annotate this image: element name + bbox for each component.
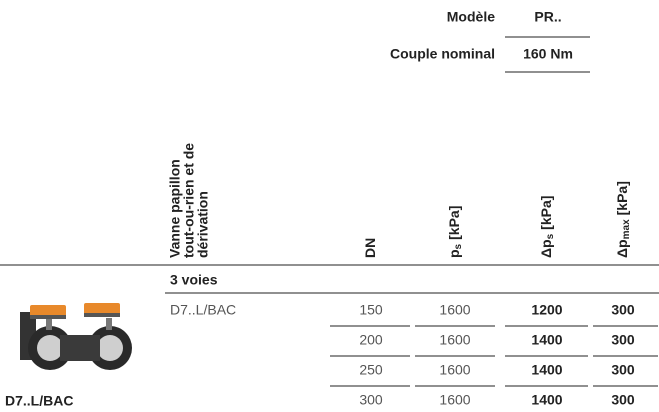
- header-main: DN: [362, 238, 378, 258]
- cell: 300: [359, 392, 383, 408]
- header-value: PR..: [534, 9, 561, 25]
- cell: 1600: [439, 362, 470, 378]
- header-value: 160 Nm: [523, 46, 573, 62]
- column-header: dérivation: [195, 191, 211, 258]
- header-label: Couple nominal: [390, 46, 495, 62]
- header-sub: max: [621, 219, 632, 239]
- cell: 300: [611, 302, 635, 318]
- cell: 1600: [439, 392, 470, 408]
- cell: 1600: [439, 332, 470, 348]
- cell: 1600: [439, 302, 470, 318]
- column-header: tout-ou-rien et de: [181, 143, 197, 258]
- cell: 300: [611, 332, 635, 348]
- column-header: Vanne papillon: [167, 159, 183, 258]
- cell: 250: [359, 362, 383, 378]
- header-label: Modèle: [447, 9, 495, 25]
- column-header: ps [kPa]: [446, 206, 464, 258]
- group-label: 3 voies: [170, 272, 218, 288]
- header-main: Δp: [538, 239, 554, 258]
- product-name: D7..L/BAC: [170, 302, 236, 318]
- product-image: [20, 303, 132, 370]
- header-unit: [kPa]: [538, 196, 554, 230]
- cell: 1400: [531, 392, 562, 408]
- cell: 300: [611, 392, 635, 408]
- header-main: p: [446, 249, 462, 258]
- column-header: DN: [362, 238, 378, 258]
- column-header: Δpmax [kPa]: [614, 181, 632, 258]
- header-sub: s: [545, 233, 556, 239]
- column-header: Δps [kPa]: [538, 196, 556, 258]
- cell: 1400: [531, 332, 562, 348]
- cell: 150: [359, 302, 383, 318]
- cell: 200: [359, 332, 383, 348]
- header-unit: [kPa]: [446, 206, 462, 240]
- cell: 1200: [531, 302, 562, 318]
- header-unit: [kPa]: [614, 181, 630, 215]
- cell: 300: [611, 362, 635, 378]
- header-main: Δp: [614, 239, 630, 258]
- header-sub: s: [453, 243, 464, 249]
- image-caption: D7..L/BAC: [5, 393, 73, 409]
- cell: 1400: [531, 362, 562, 378]
